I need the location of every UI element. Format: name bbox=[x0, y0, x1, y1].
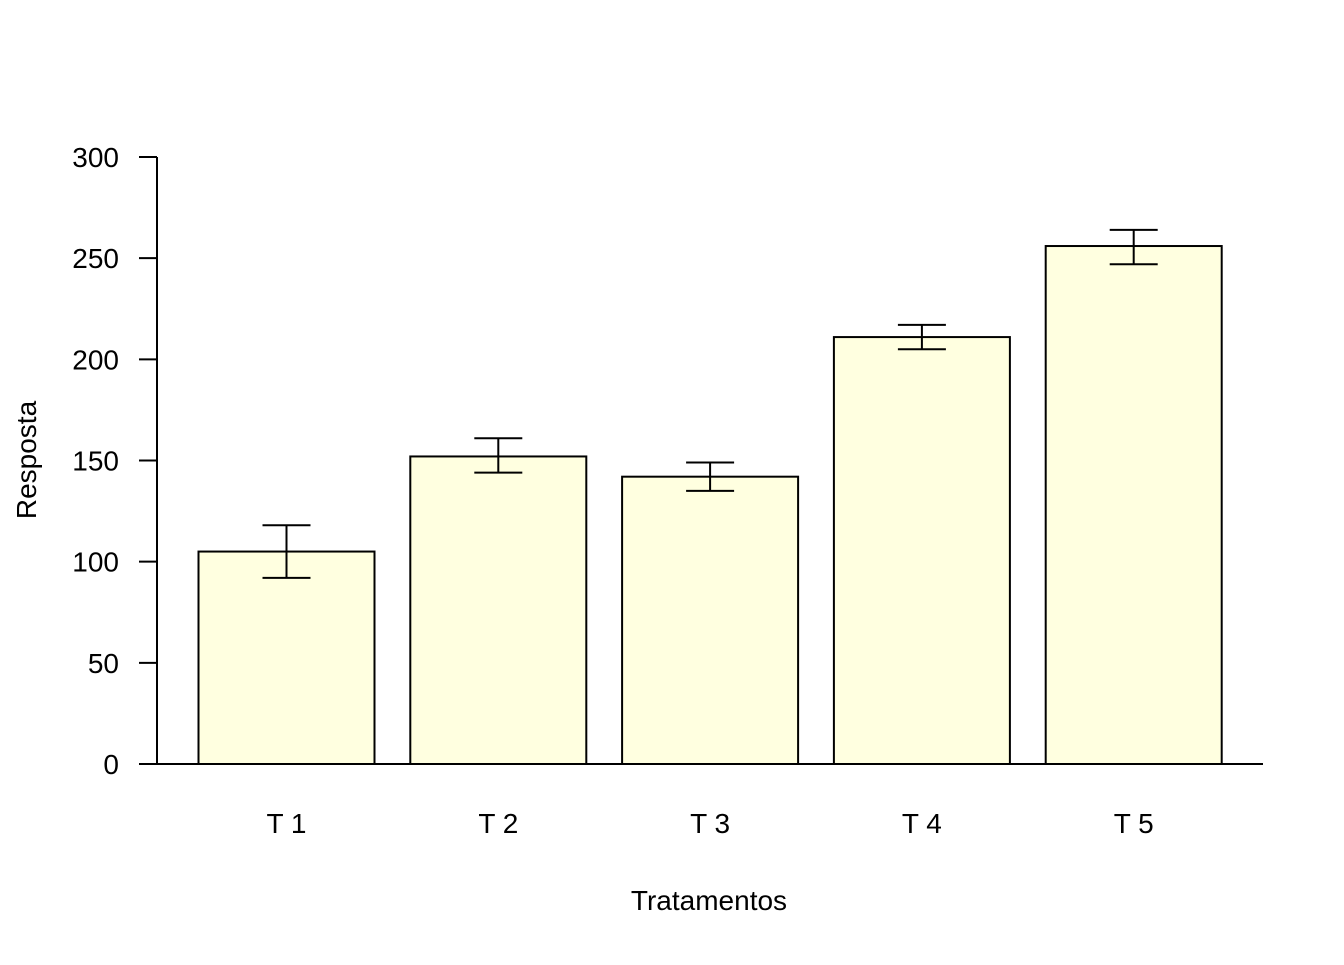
bar-5 bbox=[1044, 245, 1223, 765]
x-tick-label-5: T 5 bbox=[1114, 808, 1154, 839]
y-tick-label-150: 150 bbox=[72, 446, 119, 477]
y-tick-label-300: 300 bbox=[72, 142, 119, 173]
x-tick-labels: T 1 T 2 T 3 T 4 T 5 bbox=[267, 808, 1154, 839]
bars bbox=[197, 245, 1223, 765]
x-tick-label-1: T 1 bbox=[267, 808, 307, 839]
x-axis-title: Tratamentos bbox=[631, 885, 787, 916]
bar-4 bbox=[832, 336, 1011, 765]
y-axis: 0 50 100 150 200 250 300 bbox=[72, 142, 158, 780]
x-tick-label-3: T 3 bbox=[690, 808, 730, 839]
y-tick-label-200: 200 bbox=[72, 344, 119, 375]
x-tick-label-2: T 2 bbox=[478, 808, 518, 839]
x-tick-label-4: T 4 bbox=[902, 808, 942, 839]
y-tick-label-100: 100 bbox=[72, 547, 119, 578]
bar-2 bbox=[409, 455, 588, 765]
error-bars bbox=[262, 228, 1158, 579]
y-tick-label-50: 50 bbox=[88, 648, 119, 679]
bar-3 bbox=[621, 475, 800, 765]
y-tick-label-0: 0 bbox=[103, 749, 119, 780]
y-axis-title: Resposta bbox=[11, 400, 42, 519]
bar-1 bbox=[197, 550, 376, 765]
y-tick-label-250: 250 bbox=[72, 243, 119, 274]
